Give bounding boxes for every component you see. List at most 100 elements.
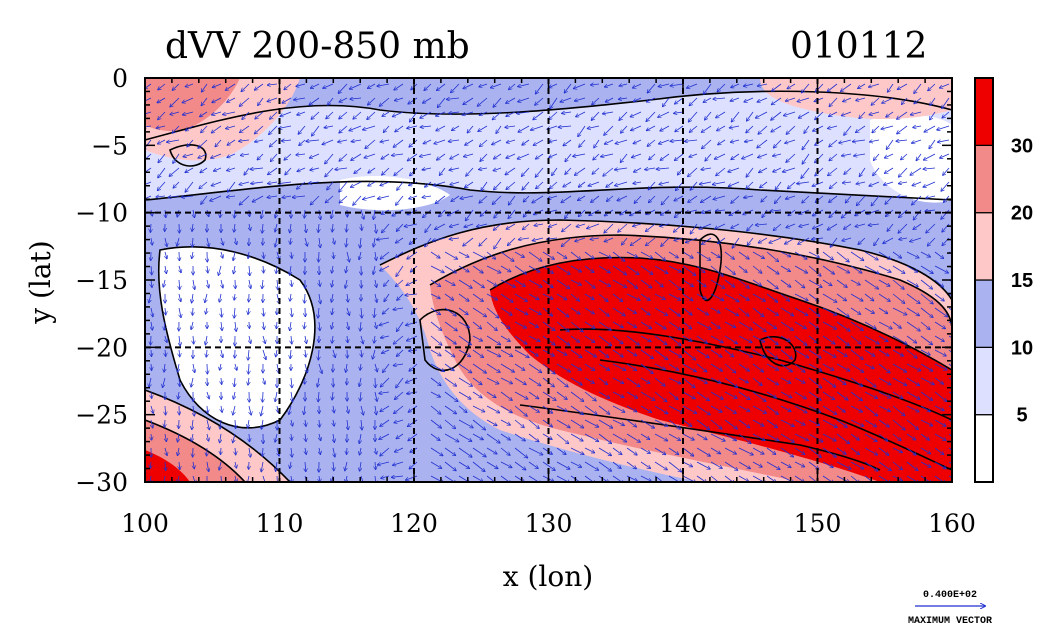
colorbar-label: 10 bbox=[1011, 337, 1033, 359]
wind-vector bbox=[808, 265, 821, 276]
wind-vector bbox=[486, 251, 496, 259]
wind-vector bbox=[770, 210, 782, 211]
wind-vector bbox=[491, 83, 502, 88]
wind-vector bbox=[318, 223, 319, 232]
wind-vector bbox=[290, 223, 291, 233]
wind-vector bbox=[396, 195, 404, 205]
wind-vector bbox=[234, 265, 236, 274]
wind-vector bbox=[549, 111, 558, 120]
wind-vector bbox=[514, 265, 526, 274]
wind-vector bbox=[248, 251, 249, 258]
wind-vector bbox=[532, 237, 544, 241]
wind-vector bbox=[517, 153, 530, 159]
wind-vector bbox=[797, 97, 810, 102]
wind-vector bbox=[285, 167, 292, 175]
wind-vector bbox=[594, 139, 600, 148]
wind-vector bbox=[822, 251, 833, 260]
wind-vector bbox=[612, 265, 626, 275]
wind-vector bbox=[799, 111, 810, 118]
wind-vector bbox=[576, 223, 586, 227]
wind-vector bbox=[598, 251, 611, 258]
wind-vector bbox=[212, 125, 222, 133]
wind-vector bbox=[747, 111, 754, 121]
wind-vector bbox=[661, 209, 670, 215]
wind-vector bbox=[588, 181, 600, 186]
wind-vector bbox=[705, 111, 712, 120]
wind-vector bbox=[716, 111, 726, 118]
wind-vector bbox=[350, 98, 362, 99]
wind-vector bbox=[701, 195, 712, 202]
wind-vector bbox=[742, 153, 754, 159]
wind-vector bbox=[828, 125, 838, 129]
wind-vector bbox=[201, 97, 208, 106]
wind-vector bbox=[841, 83, 852, 91]
wind-vector bbox=[601, 153, 614, 157]
wind-vector bbox=[844, 125, 852, 135]
wind-vector bbox=[633, 139, 642, 144]
wind-vector bbox=[234, 223, 235, 232]
wind-vector bbox=[198, 139, 208, 148]
wind-vector bbox=[773, 154, 782, 156]
wind-vector bbox=[756, 224, 768, 225]
wind-vector bbox=[858, 237, 866, 244]
wind-vector bbox=[436, 125, 446, 131]
wind-vector bbox=[199, 181, 208, 189]
wind-vector bbox=[207, 237, 209, 247]
reference-vector: 0.400E+02 MAXIMUM VECTOR bbox=[908, 590, 992, 627]
wind-vector bbox=[478, 125, 488, 131]
wind-vector bbox=[924, 125, 936, 132]
wind-vector bbox=[814, 97, 824, 102]
wind-vector bbox=[934, 251, 944, 258]
wind-vector bbox=[309, 97, 320, 105]
wind-vector bbox=[668, 251, 678, 258]
wind-vector bbox=[887, 223, 894, 231]
wind-vector bbox=[364, 153, 376, 158]
wind-vector bbox=[465, 181, 474, 187]
wind-vector bbox=[536, 153, 544, 159]
wind-vector bbox=[493, 97, 502, 107]
wind-vector bbox=[941, 209, 950, 219]
wind-vector bbox=[702, 139, 712, 149]
wind-vector bbox=[815, 111, 824, 120]
wind-vector bbox=[654, 265, 668, 273]
wind-vector bbox=[323, 83, 334, 88]
wind-vector bbox=[346, 251, 349, 262]
wind-vector bbox=[506, 223, 516, 229]
wind-vector bbox=[868, 224, 880, 225]
wind-vector bbox=[869, 181, 880, 186]
wind-vector bbox=[591, 195, 600, 202]
wind-vector bbox=[493, 167, 502, 171]
y-tick-label: 0 bbox=[112, 64, 128, 93]
wind-vector bbox=[563, 181, 572, 187]
wind-vector bbox=[619, 111, 628, 120]
wind-vector bbox=[297, 111, 306, 115]
wind-vector bbox=[368, 83, 376, 88]
wind-vector bbox=[262, 223, 263, 233]
wind-vector bbox=[829, 195, 838, 202]
wind-vector bbox=[422, 196, 432, 197]
wind-vector bbox=[785, 237, 796, 244]
wind-vector bbox=[299, 139, 306, 145]
wind-vector bbox=[874, 237, 880, 246]
colorbar-swatch bbox=[974, 414, 994, 483]
wind-vector bbox=[550, 181, 558, 189]
wind-vector bbox=[896, 140, 908, 141]
wind-vector bbox=[640, 251, 652, 258]
wind-vector bbox=[239, 140, 250, 141]
wind-vector bbox=[151, 237, 152, 245]
wind-vector bbox=[884, 181, 894, 185]
wind-vector bbox=[351, 140, 362, 142]
wind-vector bbox=[663, 97, 670, 107]
wind-vector bbox=[255, 125, 264, 134]
wind-vector bbox=[477, 223, 488, 227]
wind-vector bbox=[423, 209, 432, 217]
wind-vector bbox=[439, 209, 446, 217]
wind-vector bbox=[906, 251, 919, 258]
wind-vector bbox=[682, 251, 693, 258]
wind-vector bbox=[249, 223, 250, 230]
wind-vector bbox=[700, 181, 712, 184]
wind-vector bbox=[463, 97, 474, 105]
wind-vector bbox=[607, 195, 614, 201]
wind-vector bbox=[724, 265, 735, 274]
wind-vector bbox=[326, 111, 334, 119]
